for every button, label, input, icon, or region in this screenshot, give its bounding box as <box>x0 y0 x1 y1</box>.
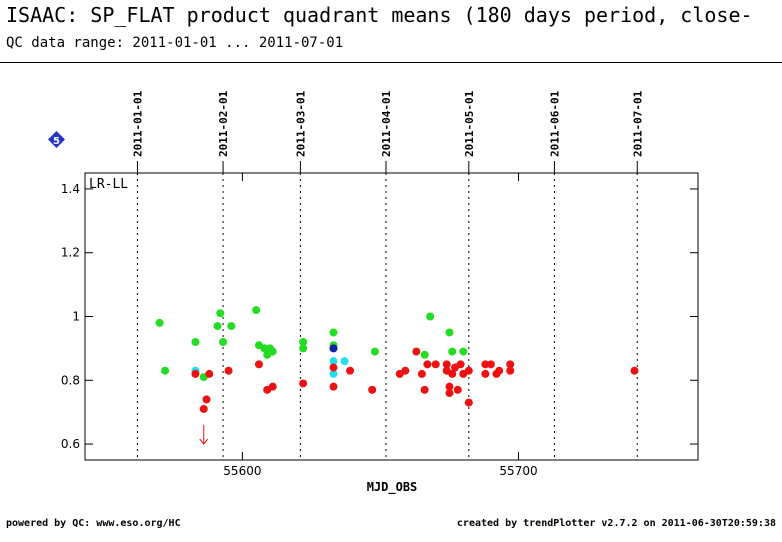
date-marker-label: 2011-05-01 <box>463 90 476 157</box>
data-point-green <box>299 344 308 353</box>
data-point-red <box>202 395 211 404</box>
data-point-red <box>495 366 504 375</box>
date-marker-label: 2011-04-01 <box>380 90 393 157</box>
data-point-red <box>299 379 308 388</box>
data-point-red <box>329 363 338 372</box>
data-point-red <box>329 382 338 391</box>
y-tick-label: 1.4 <box>61 182 80 196</box>
badge: 5 <box>48 131 65 148</box>
data-point-green <box>191 338 200 347</box>
data-point-green <box>426 312 435 321</box>
date-marker-label: 2011-03-01 <box>294 90 307 157</box>
data-point-red <box>630 366 639 375</box>
data-point-green <box>252 306 261 315</box>
chart-title: ISAAC: SP_FLAT product quadrant means (1… <box>6 3 753 27</box>
y-tick-label: 0.6 <box>61 437 80 451</box>
data-point-red <box>205 369 214 378</box>
data-point-red <box>442 360 451 369</box>
data-point-red <box>412 347 421 356</box>
footer-powered-by: powered by QC: www.eso.org/HC <box>6 518 181 529</box>
data-point-cyan <box>329 357 338 366</box>
y-tick-label: 1 <box>72 310 80 324</box>
y-tick-label: 0.8 <box>61 373 80 387</box>
plot-frame <box>84 172 699 461</box>
data-point-red <box>268 382 277 391</box>
panel-label: LR-LL <box>89 177 128 192</box>
data-point-green <box>161 366 170 375</box>
data-point-green <box>155 318 164 327</box>
limit-arrow <box>199 424 209 445</box>
data-point-cyan <box>329 369 338 378</box>
data-point-green <box>213 322 222 331</box>
data-point-green <box>448 347 457 356</box>
footer-created-by: created by trendPlotter v2.7.2 on 2011-0… <box>456 518 776 529</box>
data-point-red <box>368 385 377 394</box>
data-point-red <box>464 366 473 375</box>
data-point-green <box>370 347 379 356</box>
data-point-red <box>506 366 515 375</box>
data-point-green <box>260 344 269 353</box>
data-point-green <box>420 350 429 359</box>
data-point-red <box>481 369 490 378</box>
data-point-red <box>417 369 426 378</box>
data-point-red <box>199 404 208 413</box>
data-point-green <box>445 328 454 337</box>
data-point-red <box>481 360 490 369</box>
data-point-red <box>464 398 473 407</box>
data-point-green <box>299 338 308 347</box>
data-point-red <box>346 366 355 375</box>
data-point-red <box>486 360 495 369</box>
data-point-cyan <box>340 357 349 366</box>
data-point-red <box>453 385 462 394</box>
data-point-green <box>459 347 468 356</box>
data-point-red <box>431 360 440 369</box>
date-marker-label: 2011-07-01 <box>631 90 644 157</box>
y-tick-label: 1.2 <box>61 246 80 260</box>
data-point-red <box>423 360 432 369</box>
data-point-red <box>448 369 457 378</box>
data-point-red <box>254 360 263 369</box>
data-point-green <box>268 347 277 356</box>
data-point-red <box>401 366 410 375</box>
data-point-green <box>219 338 228 347</box>
data-point-blue <box>329 344 338 353</box>
x-axis-label: MJD_OBS <box>367 480 418 495</box>
date-marker-label: 2011-06-01 <box>548 90 561 157</box>
x-tick-label: 55700 <box>499 464 537 478</box>
header-divider <box>0 62 782 63</box>
data-point-red <box>456 360 465 369</box>
x-tick-label: 55600 <box>223 464 261 478</box>
data-point-red <box>420 385 429 394</box>
data-point-red <box>224 366 233 375</box>
data-point-green <box>329 328 338 337</box>
badge-label: 5 <box>53 136 60 147</box>
date-marker-label: 2011-02-01 <box>217 90 230 157</box>
chart-subtitle: QC data range: 2011-01-01 ... 2011-07-01 <box>6 35 344 51</box>
data-point-green <box>216 309 225 318</box>
date-marker-label: 2011-01-01 <box>131 90 144 157</box>
data-point-red <box>445 389 454 398</box>
data-point-red <box>191 369 200 378</box>
data-point-green <box>227 322 236 331</box>
data-point-red <box>445 382 454 391</box>
data-point-red <box>506 360 515 369</box>
